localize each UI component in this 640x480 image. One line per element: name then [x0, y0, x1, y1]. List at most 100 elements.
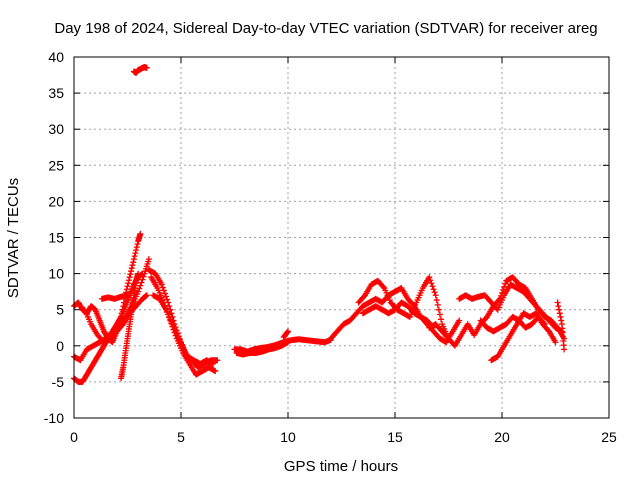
- data-point: [129, 262, 136, 269]
- series-t13: [280, 328, 291, 341]
- series-t12: [233, 339, 291, 358]
- data-point: [163, 293, 170, 300]
- data-point: [214, 357, 221, 364]
- data-point: [212, 368, 219, 375]
- series-t7: [130, 64, 150, 76]
- series-t17: [426, 274, 568, 349]
- data-point: [125, 280, 132, 287]
- data-point: [143, 292, 150, 299]
- data-point: [161, 290, 168, 297]
- series-t6: [118, 270, 142, 382]
- data-point: [438, 316, 445, 323]
- data-point: [501, 283, 508, 290]
- data-point: [561, 346, 568, 353]
- data-point: [432, 292, 439, 299]
- data-point: [135, 288, 142, 295]
- data-point: [380, 283, 387, 290]
- x-tick-label: 10: [280, 429, 296, 445]
- data-point: [558, 317, 565, 324]
- data-point: [160, 287, 167, 294]
- x-tick-label: 5: [177, 429, 185, 445]
- data-point: [284, 329, 291, 336]
- data-point: [556, 310, 563, 317]
- data-points: [71, 64, 568, 385]
- data-point: [285, 339, 291, 346]
- data-point: [428, 280, 435, 287]
- data-point: [119, 322, 126, 329]
- y-tick-label: 0: [56, 338, 64, 354]
- y-tick-label: -5: [52, 374, 65, 390]
- y-tick-label: 5: [56, 302, 64, 318]
- x-tick-label: 25: [601, 429, 617, 445]
- data-point: [131, 253, 138, 260]
- series-t8: [145, 266, 217, 367]
- data-point: [427, 277, 434, 284]
- data-point: [429, 283, 436, 290]
- data-point: [433, 297, 440, 304]
- data-point: [132, 250, 139, 257]
- x-tick-label: 0: [70, 429, 78, 445]
- x-axis-label: GPS time / hours: [284, 458, 398, 475]
- data-point: [540, 319, 547, 326]
- data-point: [434, 301, 441, 308]
- data-point: [130, 256, 137, 263]
- data-point: [145, 256, 152, 263]
- y-tick-label: 30: [48, 121, 64, 137]
- data-point: [502, 280, 509, 287]
- data-point: [134, 241, 141, 248]
- y-tick-label: 10: [48, 266, 64, 282]
- x-tick-label: 20: [494, 429, 510, 445]
- y-tick-label: 25: [48, 157, 64, 173]
- data-point: [436, 311, 443, 318]
- data-point: [545, 327, 552, 334]
- data-point: [360, 293, 367, 300]
- data-point: [426, 274, 433, 281]
- data-point: [143, 64, 150, 71]
- data-point: [128, 268, 135, 275]
- data-point: [431, 289, 438, 296]
- data-point: [552, 339, 559, 346]
- data-point: [135, 270, 142, 277]
- data-point: [133, 244, 140, 251]
- plot-frame: [73, 56, 610, 419]
- data-point: [140, 273, 147, 280]
- data-point: [128, 265, 135, 272]
- data-point: [554, 299, 561, 306]
- grid-lines: [74, 57, 609, 418]
- x-tick-label: 15: [387, 429, 403, 445]
- data-point: [557, 313, 564, 320]
- data-point: [456, 317, 463, 324]
- data-point: [541, 321, 548, 328]
- data-point: [168, 310, 175, 317]
- data-point: [124, 283, 131, 290]
- data-point: [133, 247, 140, 254]
- data-point: [139, 276, 146, 283]
- y-tick-label: 15: [48, 230, 64, 246]
- y-tick-label: -10: [44, 410, 64, 426]
- y-axis-label: SDTVAR / TECUs: [5, 178, 22, 298]
- data-point: [159, 284, 166, 291]
- data-point: [124, 292, 131, 299]
- data-point: [555, 303, 562, 310]
- data-point: [435, 306, 442, 313]
- series-t16: [359, 299, 437, 331]
- series-t20: [477, 313, 548, 335]
- data-point: [482, 315, 489, 322]
- series-t18: [456, 281, 565, 335]
- data-point: [127, 271, 134, 278]
- series-t10: [150, 292, 221, 371]
- data-point: [158, 281, 165, 288]
- data-point: [430, 286, 437, 293]
- data-point: [125, 277, 132, 284]
- data-point: [130, 259, 137, 266]
- data-point: [126, 274, 133, 281]
- axis-ticks: 0 5 10 15 20 25 -10 -5 0 5 10 15 20 25 30 35 40: [44, 49, 617, 445]
- y-tick-label: 35: [48, 85, 64, 101]
- data-point: [138, 279, 145, 286]
- series-t5: [98, 292, 131, 302]
- y-tick-label: 20: [48, 193, 64, 209]
- data-point: [137, 230, 144, 237]
- y-tick-label: 40: [48, 49, 64, 65]
- series-t21: [554, 299, 568, 353]
